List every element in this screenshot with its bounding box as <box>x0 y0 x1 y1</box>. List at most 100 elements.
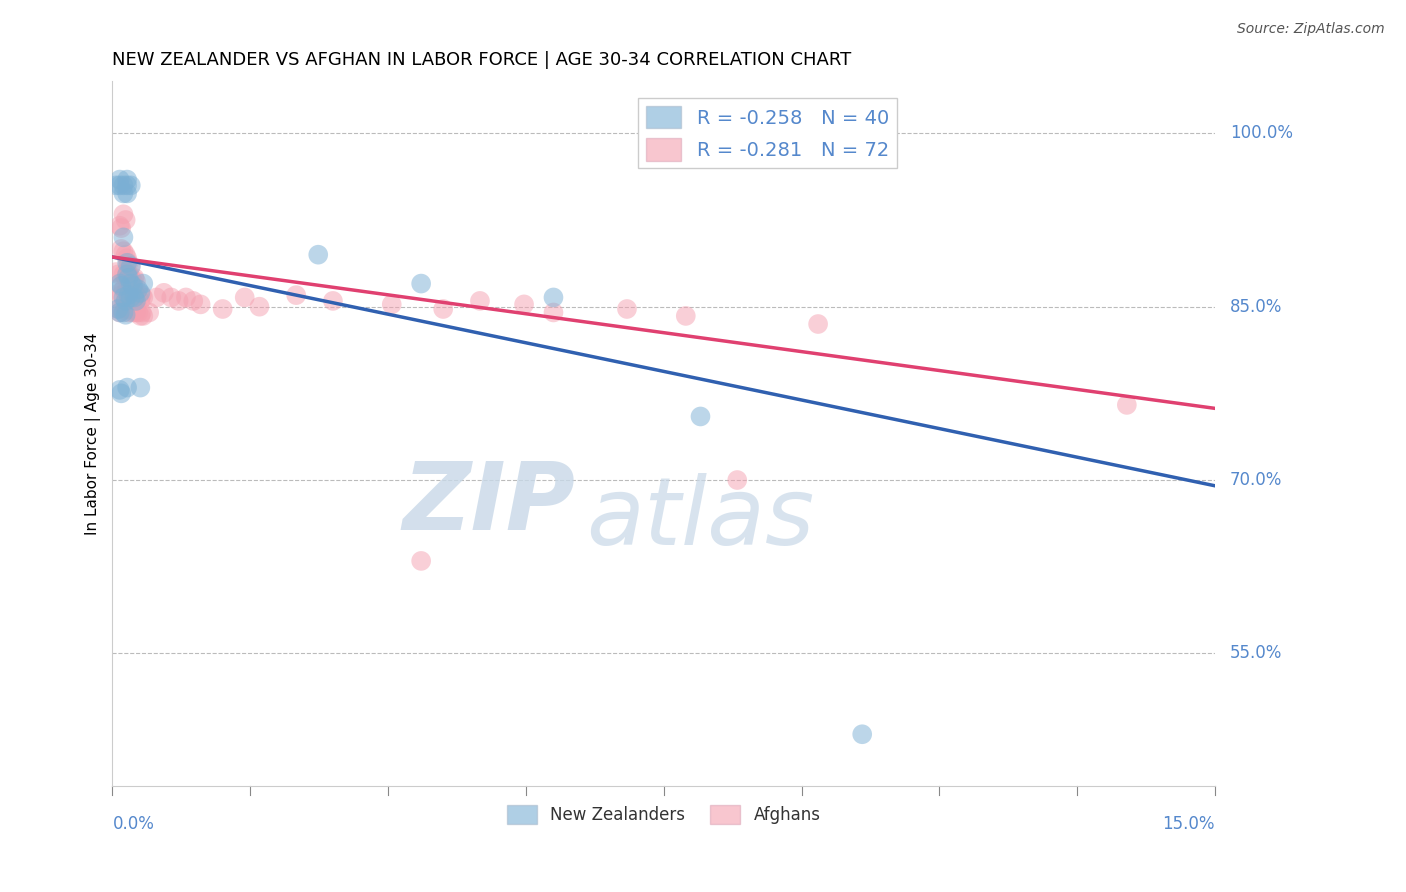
Point <box>122 305 145 319</box>
Point <box>468 293 491 308</box>
Point <box>127 290 149 304</box>
Point <box>120 301 142 316</box>
Point <box>132 277 155 291</box>
Point <box>233 290 256 304</box>
Point <box>115 282 138 296</box>
Point <box>129 293 152 308</box>
Point <box>112 290 135 304</box>
Point <box>115 172 138 186</box>
Point <box>112 230 135 244</box>
Point <box>115 251 138 265</box>
Point <box>112 297 135 311</box>
Text: 70.0%: 70.0% <box>1230 471 1282 489</box>
Text: 85.0%: 85.0% <box>1230 298 1282 316</box>
Point <box>120 290 142 304</box>
Point <box>513 297 536 311</box>
Point <box>124 270 146 285</box>
Text: 55.0%: 55.0% <box>1230 644 1282 663</box>
Point <box>117 305 139 319</box>
Point <box>112 244 135 259</box>
Point <box>125 305 148 319</box>
Point <box>117 256 139 270</box>
Point <box>114 270 136 285</box>
Point <box>114 301 136 316</box>
Point <box>1115 398 1137 412</box>
Point <box>725 473 748 487</box>
Point <box>108 383 131 397</box>
Point <box>160 290 183 304</box>
Point <box>124 301 146 316</box>
Point <box>120 288 142 302</box>
Y-axis label: In Labor Force | Age 30-34: In Labor Force | Age 30-34 <box>86 333 101 535</box>
Point <box>174 290 197 304</box>
Point <box>131 288 153 302</box>
Point <box>120 270 142 285</box>
Point <box>120 277 142 291</box>
Point <box>131 305 153 319</box>
Point <box>112 186 135 201</box>
Point <box>117 268 139 282</box>
Point <box>411 277 433 291</box>
Point <box>381 297 404 311</box>
Point <box>132 309 155 323</box>
Point <box>112 268 135 282</box>
Point <box>122 290 145 304</box>
Point <box>107 301 129 316</box>
Point <box>115 268 138 282</box>
Point <box>211 301 233 316</box>
Point <box>120 259 142 273</box>
Point <box>411 554 433 568</box>
Point <box>122 278 145 293</box>
Point <box>115 381 138 395</box>
Point <box>115 178 138 193</box>
Point <box>122 274 145 288</box>
Point <box>120 178 142 193</box>
Point <box>110 221 132 235</box>
Text: NEW ZEALANDER VS AFGHAN IN LABOR FORCE | AGE 30-34 CORRELATION CHART: NEW ZEALANDER VS AFGHAN IN LABOR FORCE |… <box>112 51 852 69</box>
Point <box>117 288 139 302</box>
Point <box>108 277 131 291</box>
Point <box>115 256 138 270</box>
Point <box>138 305 160 319</box>
Text: atlas: atlas <box>586 473 815 564</box>
Point <box>127 305 149 319</box>
Point <box>108 305 131 319</box>
Point <box>322 293 344 308</box>
Point <box>114 248 136 262</box>
Text: ZIP: ZIP <box>402 458 575 550</box>
Point <box>115 265 138 279</box>
Text: 15.0%: 15.0% <box>1163 815 1215 833</box>
Point <box>145 290 167 304</box>
Point <box>108 219 131 233</box>
Point <box>110 278 132 293</box>
Point <box>120 259 142 273</box>
Point <box>108 305 131 319</box>
Point <box>112 282 135 296</box>
Point <box>108 172 131 186</box>
Point <box>112 207 135 221</box>
Point <box>125 293 148 308</box>
Point <box>108 285 131 300</box>
Point <box>112 178 135 193</box>
Point <box>129 381 152 395</box>
Point <box>114 293 136 308</box>
Point <box>689 409 711 424</box>
Legend: New Zealanders, Afghans: New Zealanders, Afghans <box>501 798 827 830</box>
Point <box>285 288 308 302</box>
Point <box>124 285 146 300</box>
Point <box>616 301 638 316</box>
Point <box>153 285 176 300</box>
Point <box>190 297 212 311</box>
Text: Source: ZipAtlas.com: Source: ZipAtlas.com <box>1237 22 1385 37</box>
Text: 100.0%: 100.0% <box>1230 124 1292 143</box>
Point <box>105 265 128 279</box>
Point <box>125 274 148 288</box>
Text: 0.0%: 0.0% <box>112 815 155 833</box>
Point <box>807 317 830 331</box>
Point <box>105 178 128 193</box>
Point <box>127 282 149 296</box>
Point <box>112 305 135 319</box>
Point <box>249 300 271 314</box>
Point <box>124 290 146 304</box>
Point <box>115 301 138 316</box>
